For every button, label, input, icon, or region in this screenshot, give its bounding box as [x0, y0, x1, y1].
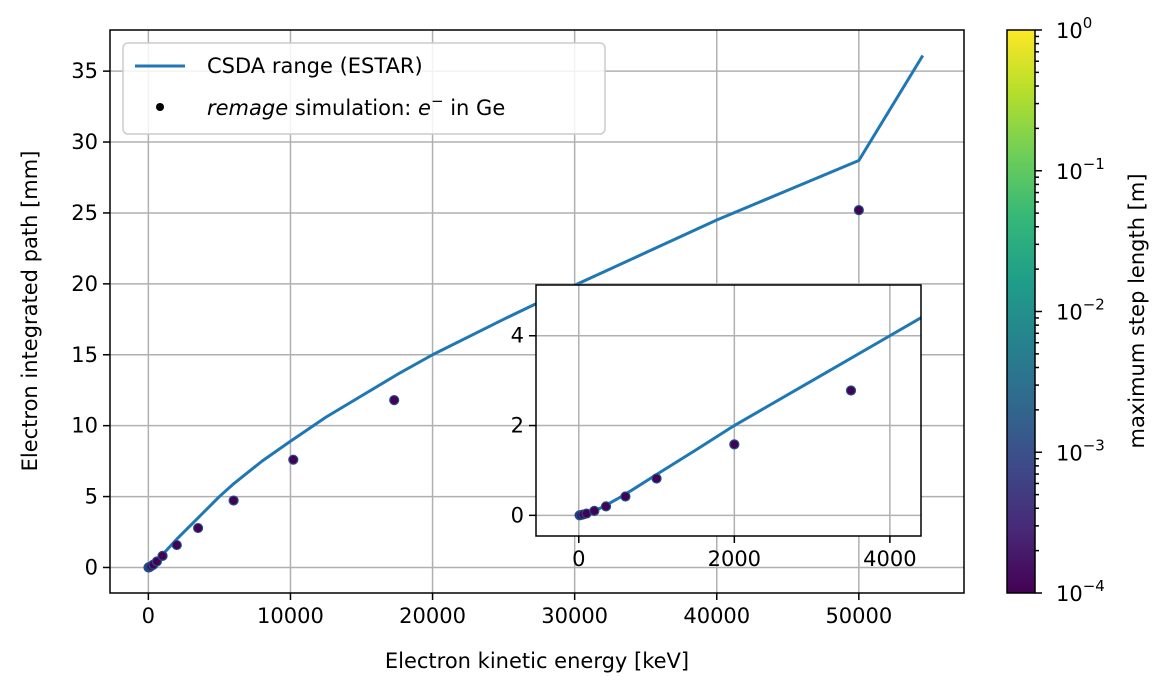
- main-scatter-points: [143, 205, 864, 573]
- colorbar-label: maximum step length [m]: [1125, 173, 1149, 448]
- inset-scatter-points: [574, 299, 1050, 521]
- main-y-tick-label: 10: [71, 414, 98, 438]
- inset-y-tick-label: 0: [511, 503, 524, 527]
- legend-points-tail: in Ge: [444, 96, 506, 120]
- colorbar-tick-label: 10−2: [1056, 296, 1105, 325]
- inset-sim-point: [1041, 299, 1050, 308]
- main-x-tick-label: 30000: [541, 604, 608, 628]
- main-x-tick-label: 20000: [399, 604, 466, 628]
- inset-ticks: 0 2000 4000 0 2 4: [511, 324, 917, 571]
- inset-x-tick-label: 0: [572, 547, 585, 571]
- main-sim-point: [288, 454, 299, 465]
- main-y-tick-label: 25: [71, 201, 98, 225]
- main-sim-point: [157, 550, 168, 561]
- colorbar-tick-label: 10−4: [1056, 577, 1105, 606]
- inset-y-tick-label: 2: [511, 414, 524, 438]
- main-sim-point: [171, 539, 182, 551]
- colorbar-tick-label: 100: [1056, 14, 1092, 43]
- legend-points-italic: remage: [207, 96, 288, 120]
- legend-points-rest: simulation:: [288, 96, 418, 120]
- colorbar-tick-label: 10−3: [1056, 436, 1105, 465]
- main-y-tick-label: 30: [71, 130, 98, 154]
- inset-sim-point: [845, 385, 857, 396]
- main-x-tick-label: 10000: [257, 604, 324, 628]
- main-y-tick-label: 20: [71, 272, 98, 296]
- main-x-tick-label: 0: [142, 604, 155, 628]
- inset-sim-point: [729, 439, 740, 450]
- main-x-tick-label: 50000: [825, 604, 892, 628]
- colorbar-tick-label: 10−1: [1056, 155, 1105, 184]
- colorbar: [1007, 30, 1035, 593]
- inset-sim-point: [589, 505, 600, 516]
- main-sim-point: [389, 395, 400, 406]
- inset-sim-point: [620, 491, 631, 502]
- y-axis-label: Electron integrated path [mm]: [18, 151, 42, 472]
- legend-point-swatch: [156, 103, 164, 111]
- inset-axes-frame: [535, 284, 922, 537]
- inset-x-tick-label: 2000: [708, 547, 761, 571]
- main-y-tick-label: 15: [71, 343, 98, 367]
- legend-points-sup: −: [431, 92, 444, 110]
- inset-background: [536, 285, 921, 536]
- main-sim-point: [192, 522, 204, 534]
- x-axis-label: Electron kinetic energy [keV]: [385, 649, 689, 673]
- main-y-tick-label: 5: [85, 485, 98, 509]
- inset-y-tick-label: 4: [511, 324, 524, 348]
- inset-grid: [536, 285, 921, 536]
- main-y-tick-label: 35: [71, 59, 98, 83]
- main-sim-point: [853, 205, 864, 216]
- main-sim-point: [228, 495, 239, 506]
- inset-x-tick-label: 4000: [863, 547, 916, 571]
- legend: CSDA range (ESTAR) remage simulation: e−…: [122, 42, 606, 135]
- main-axes-frame: [109, 29, 965, 594]
- colorbar-ticks: 10−4 10−3 10−2 10−1 100: [1035, 14, 1105, 606]
- inset-sim-point: [651, 473, 662, 484]
- inset-sim-point: [600, 501, 612, 512]
- legend-line-label: CSDA range (ESTAR): [207, 54, 423, 78]
- main-y-tick-label: 0: [85, 555, 98, 579]
- legend-box: [122, 42, 606, 135]
- legend-points-label: remage simulation: e− in Ge: [207, 92, 505, 120]
- legend-points-symbol: e: [418, 96, 431, 120]
- main-x-tick-label: 40000: [683, 604, 750, 628]
